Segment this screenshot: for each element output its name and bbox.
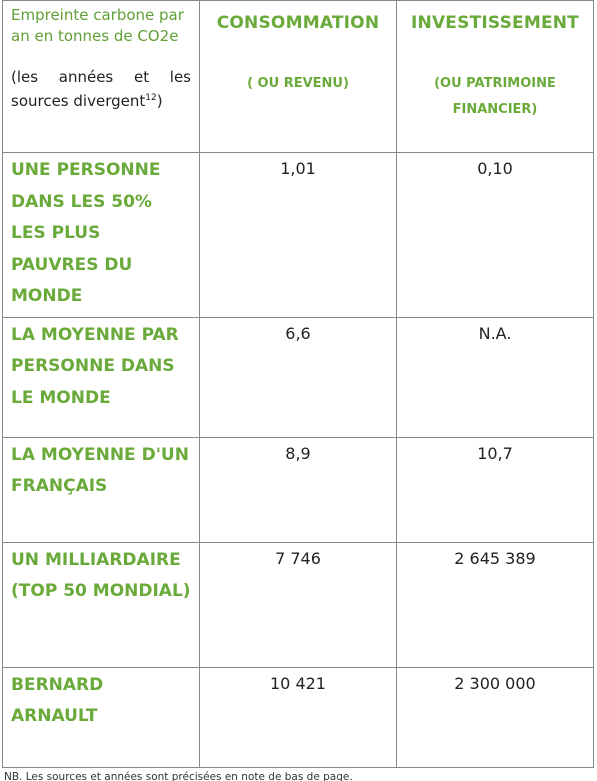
row-header: BERNARD ARNAULT	[2, 666, 200, 768]
value-cell: 6,6	[199, 316, 397, 438]
row-header: LA MOYENNE D'UN FRANÇAIS	[2, 436, 200, 543]
corner-note: (les années et les sources divergent	[11, 68, 191, 110]
value-cell: 10,7	[396, 436, 594, 543]
table-row: UN MILLIARDAIRE (TOP 50 MONDIAL) 7 746 2 6…	[2, 541, 594, 668]
table-row: LA MOYENNE PAR PERSONNE DANS LE MONDE 6,6…	[2, 316, 594, 438]
table-row: BERNARD ARNAULT 10 421 2 300 000	[2, 666, 594, 768]
row-header: UNE PERSONNE DANS LES 50% LES PLUS PAUVR…	[2, 152, 200, 318]
value-cell: 2 300 000	[396, 666, 594, 768]
corner-note-end: )	[156, 92, 163, 110]
table-row: LA MOYENNE D'UN FRANÇAIS 8,9 10,7	[2, 436, 594, 543]
column-title: INVESTISSEMENT	[411, 13, 579, 33]
column-header: CONSOMMATION ( OU REVENU)	[199, 0, 397, 153]
value-cell: 10 421	[199, 666, 397, 768]
corner-cell: Empreinte carbone par an en tonnes de CO…	[2, 0, 200, 153]
footnote: NB. Les sources et années sont précisées…	[4, 770, 353, 781]
column-title: CONSOMMATION	[216, 13, 380, 33]
value-cell: 8,9	[199, 436, 397, 543]
value-cell: 1,01	[199, 152, 397, 318]
row-header: UN MILLIARDAIRE (TOP 50 MONDIAL)	[2, 541, 200, 668]
table-body: UNE PERSONNE DANS LES 50% LES PLUS PAUVR…	[2, 152, 594, 768]
column-subtitle: ( OU REVENU)	[247, 76, 349, 91]
carbon-table: Empreinte carbone par an en tonnes de CO…	[2, 0, 594, 768]
table-row: UNE PERSONNE DANS LES 50% LES PLUS PAUVR…	[2, 152, 594, 318]
corner-note-block: (les années et les sources divergent12)	[11, 67, 191, 112]
note-ref: 12	[145, 93, 157, 103]
value-cell: 2 645 389	[396, 541, 594, 668]
header-row: Empreinte carbone par an en tonnes de CO…	[2, 0, 594, 153]
column-header: INVESTISSEMENT (OU PATRIMOINE FINANCIER)	[396, 0, 594, 153]
row-header: LA MOYENNE PAR PERSONNE DANS LE MONDE	[2, 316, 200, 438]
value-cell: N.A.	[396, 316, 594, 438]
value-cell: 7 746	[199, 541, 397, 668]
value-cell: 0,10	[396, 152, 594, 318]
corner-title: Empreinte carbone par an en tonnes de CO…	[11, 6, 184, 45]
column-subtitle: (OU PATRIMOINE FINANCIER)	[434, 76, 556, 117]
